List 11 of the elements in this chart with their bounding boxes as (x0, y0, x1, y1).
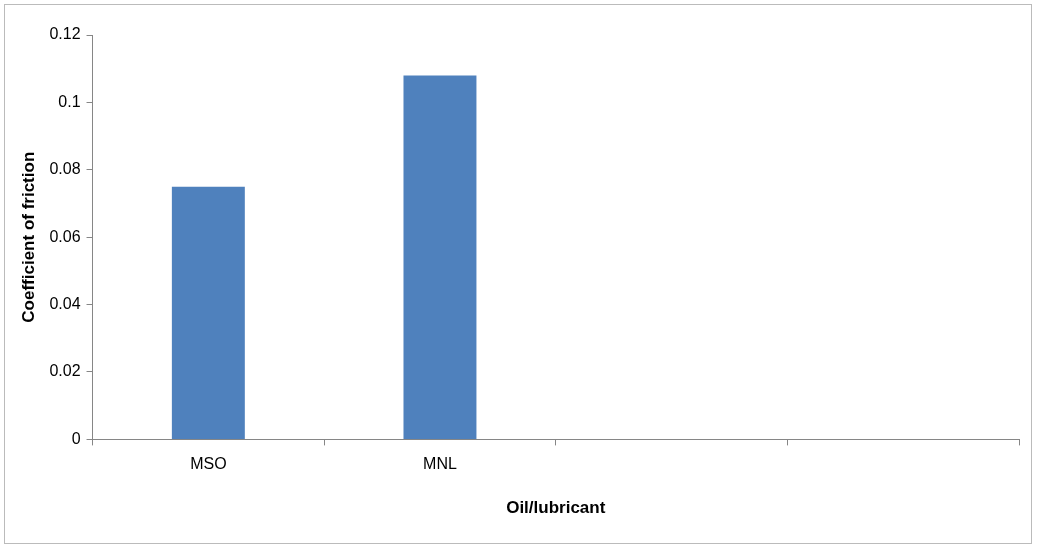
y-tick-label: 0.06 (49, 227, 81, 245)
y-tick-label: 0.04 (49, 295, 81, 313)
y-tick-label: 0.1 (58, 92, 81, 110)
y-tick-label: 0.08 (49, 160, 81, 178)
y-axis-title: Coefficient of friction (18, 151, 38, 323)
x-tick-label: MSO (190, 455, 227, 473)
x-tick-label: MNL (423, 455, 457, 473)
y-tick-label: 0 (71, 429, 81, 447)
x-axis-title: Oil/lubricant (506, 498, 606, 518)
y-tick-label: 0.02 (49, 362, 81, 380)
y-tick-label: 0.12 (49, 25, 81, 43)
